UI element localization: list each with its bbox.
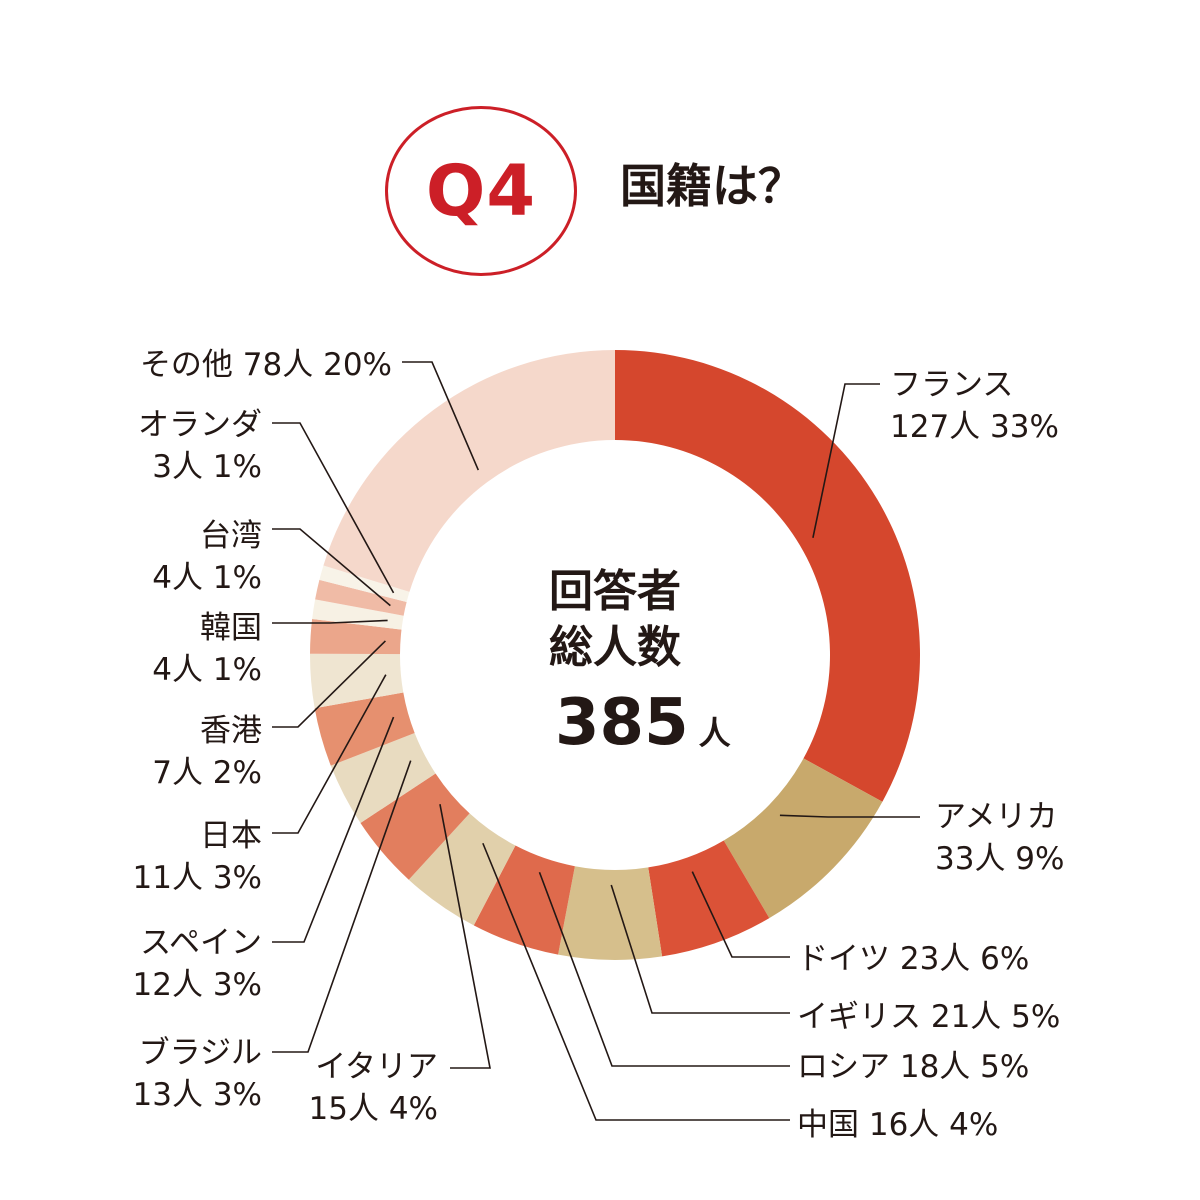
leader-line-イタリア: [439, 804, 491, 1069]
center-label-line2: 総人数: [549, 622, 681, 673]
slice-ロシア: [473, 845, 575, 955]
leader-line-その他: [402, 361, 480, 471]
leader-line-フランス: [812, 383, 880, 539]
leader-line-オランダ: [272, 422, 395, 594]
label-text: 韓国: [200, 610, 262, 646]
label-value: 4人 1%: [152, 652, 262, 688]
slice-フランス: [615, 350, 920, 802]
label-text: フランス: [890, 367, 1014, 403]
label-アメリカ: アメリカ 33人 9%: [935, 796, 1064, 880]
slice-アメリカ: [723, 758, 883, 919]
leader-line-ブラジル: [272, 760, 412, 1053]
label-ブラジル: ブラジル 13人 3%: [133, 1032, 262, 1116]
leader-line-ドイツ: [691, 871, 790, 958]
leader-line-台湾: [272, 528, 391, 607]
label-value: 13人 3%: [132, 1077, 262, 1113]
leader-line-日本: [272, 674, 387, 834]
label-フランス: フランス 127人 33%: [890, 364, 1059, 448]
label-value: 3人 1%: [152, 449, 262, 485]
label-台湾: 台湾 4人 1%: [152, 515, 262, 599]
slice-イタリア: [360, 773, 470, 880]
label-日本: 日本 11人 3%: [133, 815, 262, 899]
leader-line-スペイン: [272, 716, 395, 943]
leader-line-アメリカ: [779, 814, 920, 818]
slice-イギリス: [558, 866, 663, 961]
label-text: イタリア: [315, 1049, 438, 1085]
slice-スペイン: [314, 692, 415, 766]
total-value: 385: [555, 686, 689, 760]
label-value: 15人 4%: [308, 1091, 438, 1127]
label-text: 日本: [200, 818, 262, 854]
label-text: イギリス 21人 5%: [797, 999, 1061, 1035]
label-text: ドイツ 23人 6%: [797, 941, 1030, 977]
leader-line-香港: [272, 640, 386, 728]
label-text: ブラジル: [138, 1035, 262, 1071]
label-value: 12人 3%: [132, 967, 262, 1003]
slice-中国: [408, 813, 516, 926]
leader-line-韓国: [272, 619, 388, 624]
slice-ブラジル: [330, 733, 436, 824]
slice-ドイツ: [648, 840, 770, 957]
label-text: アメリカ: [935, 799, 1058, 835]
label-イタリア: イタリア 15人 4%: [309, 1046, 438, 1130]
label-ロシア: ロシア 18人 5%: [797, 1046, 1029, 1088]
label-value: 33人 9%: [935, 841, 1065, 877]
label-韓国: 韓国 4人 1%: [152, 607, 262, 691]
label-text: 中国 16人 4%: [797, 1107, 999, 1143]
label-スペイン: スペイン 12人 3%: [133, 922, 262, 1006]
label-香港: 香港 7人 2%: [152, 710, 262, 794]
label-イギリス: イギリス 21人 5%: [797, 996, 1060, 1038]
label-text: ロシア 18人 5%: [797, 1049, 1030, 1085]
label-text: 台湾: [200, 518, 262, 554]
label-text: オランダ: [138, 407, 262, 443]
question-badge: Q4: [385, 106, 577, 276]
question-number: Q4: [425, 150, 537, 232]
total-respondents: 385 人: [555, 686, 731, 760]
slice-その他: [323, 350, 615, 592]
label-その他: その他 78人 20%: [140, 344, 392, 386]
slice-台湾: [315, 579, 407, 616]
label-value: 11人 3%: [132, 860, 262, 896]
question-title: 国籍は？: [620, 159, 804, 213]
label-ドイツ: ドイツ 23人 6%: [797, 938, 1029, 980]
label-value: 4人 1%: [152, 560, 262, 596]
total-unit: 人: [698, 714, 731, 752]
leader-line-イギリス: [610, 884, 790, 1014]
slice-韓国: [312, 599, 404, 630]
slice-香港: [310, 618, 402, 655]
leader-line-中国: [482, 842, 790, 1121]
label-value: 127人 33%: [890, 409, 1059, 445]
slice-日本: [310, 653, 404, 709]
label-text: 香港: [200, 713, 262, 749]
label-value: 7人 2%: [152, 755, 262, 791]
label-text: スペイン: [140, 925, 262, 961]
label-オランダ: オランダ 3人 1%: [138, 404, 262, 488]
leader-line-ロシア: [538, 871, 790, 1067]
center-label-line1: 回答者: [549, 566, 681, 617]
label-text: その他 78人 20%: [139, 347, 392, 383]
label-中国: 中国 16人 4%: [797, 1104, 998, 1146]
